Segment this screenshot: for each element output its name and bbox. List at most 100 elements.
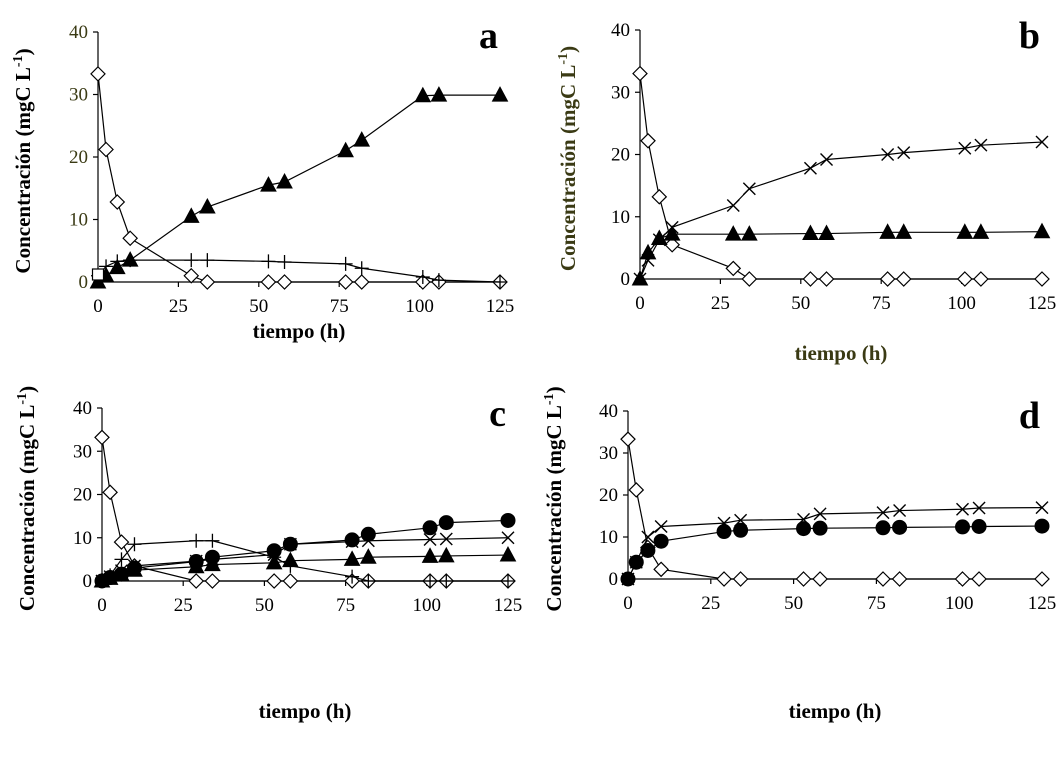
data-point-circle-s4-10 xyxy=(422,520,438,536)
data-point-cross-s2-4 xyxy=(726,199,740,213)
data-point-cross-s2-11 xyxy=(974,138,988,152)
y-tick-label: 0 xyxy=(83,571,93,592)
x-tick-label: 50 xyxy=(255,595,274,616)
data-point-plus-s1-5 xyxy=(205,533,220,548)
data-point-triangle-s2-12 xyxy=(499,545,517,562)
y-tick-label: 40 xyxy=(73,398,92,419)
data-point-plus-s1-9 xyxy=(361,574,376,588)
data-point-triangle-s1-4 xyxy=(182,207,200,223)
data-point-circle-s4-8 xyxy=(344,532,360,548)
data-point-triangle-s1-8 xyxy=(337,141,354,158)
data-point-plus-s1-4 xyxy=(189,533,204,548)
data-point-plus-s1-10 xyxy=(423,574,438,588)
y-tick-label: 20 xyxy=(73,485,92,506)
data-point-diamond-s0-1 xyxy=(628,482,645,498)
data-point-cross-s3-11 xyxy=(439,532,453,546)
data-point-triangle-s1-7 xyxy=(818,224,835,241)
data-point-circle-s4-11 xyxy=(438,515,454,531)
data-point-diamond-s0-6 xyxy=(795,571,812,587)
data-point-diamond-s0-0 xyxy=(94,429,110,446)
data-point-diamond-s0-4 xyxy=(716,571,732,587)
y-axis-title-main: Concentración (mgC L xyxy=(542,405,566,611)
y-tick-label: 40 xyxy=(611,20,630,41)
data-point-circle-s2-4 xyxy=(716,524,732,540)
y-tick-label: 20 xyxy=(599,485,618,506)
data-point-diamond-s0-9 xyxy=(353,274,370,290)
y-axis-title-sup: -1 xyxy=(556,53,571,65)
y-axis-title-sup: -1 xyxy=(11,55,26,67)
y-tick-label: 0 xyxy=(621,269,631,290)
data-point-triangle-s1-6 xyxy=(802,224,819,241)
x-tick-label: 100 xyxy=(405,296,434,317)
data-point-plus-s2-1 xyxy=(99,259,114,274)
y-tick-label: 30 xyxy=(69,85,88,106)
data-point-plus-s1-8 xyxy=(345,569,360,584)
data-point-triangle-s2-9 xyxy=(360,548,377,564)
data-point-cross-s3-10 xyxy=(423,532,437,546)
y-axis-title-close: ) xyxy=(542,386,566,393)
data-point-diamond-s0-5 xyxy=(732,571,749,587)
data-point-triangle-s2-11 xyxy=(437,546,455,563)
series-line-diamond xyxy=(97,73,500,283)
y-tick-label: 30 xyxy=(611,82,630,103)
series-circle xyxy=(620,518,1050,587)
y-axis-title-main: Concentración (mgC L xyxy=(11,67,35,273)
x-tick-label: 100 xyxy=(945,593,974,614)
data-point-circle-s4-9 xyxy=(360,526,376,542)
data-point-diamond-s0-1 xyxy=(640,132,656,149)
data-point-circle-s2-9 xyxy=(892,519,908,535)
series-line-cross xyxy=(627,507,1043,580)
data-point-triangle-s1-10 xyxy=(956,223,974,239)
data-point-diamond-s0-11 xyxy=(973,271,989,287)
y-tick-label: 10 xyxy=(611,207,630,228)
y-axis-title-close: ) xyxy=(11,48,35,55)
y-axis-title-close: ) xyxy=(15,386,39,393)
x-tick-label: 75 xyxy=(872,293,891,314)
data-point-diamond-s0-0 xyxy=(632,65,648,82)
data-point-cross-s1-10 xyxy=(956,502,970,516)
y-axis-title: Concentración (mgC L-1) xyxy=(556,46,580,271)
data-point-cross-s2-12 xyxy=(1035,135,1049,149)
data-point-circle-s2-12 xyxy=(1034,518,1050,534)
data-point-diamond-s0-7 xyxy=(276,274,293,290)
series-square xyxy=(91,268,105,281)
data-point-triangle-s1-6 xyxy=(260,176,277,192)
series-diamond xyxy=(632,65,1050,287)
y-tick-label: 30 xyxy=(73,441,92,462)
data-point-circle-s2-11 xyxy=(971,519,987,534)
data-point-cross-s2-6 xyxy=(803,161,817,175)
data-point-diamond-s0-9 xyxy=(891,571,908,587)
x-tick-label: 125 xyxy=(1028,293,1057,314)
data-point-diamond-s0-6 xyxy=(260,274,277,290)
data-point-triangle-s2-8 xyxy=(343,550,361,566)
y-tick-label: 0 xyxy=(79,272,89,293)
data-point-plus-s2-3 xyxy=(123,253,138,268)
data-point-diamond-s0-6 xyxy=(802,271,819,287)
data-point-triangle-s1-2 xyxy=(650,229,668,246)
data-point-triangle-s1-12 xyxy=(1033,222,1051,239)
data-point-diamond-s0-0 xyxy=(90,66,106,82)
data-point-circle-s2-8 xyxy=(875,520,891,536)
data-point-cross-s2-5 xyxy=(742,182,756,196)
data-point-diamond-s0-12 xyxy=(1034,571,1050,587)
data-point-triangle-s1-11 xyxy=(972,223,990,239)
data-point-diamond-s0-2 xyxy=(113,534,130,550)
data-point-circle-s2-6 xyxy=(796,521,812,537)
data-point-plus-s2-6 xyxy=(261,254,276,269)
y-tick-label: 10 xyxy=(73,528,92,549)
data-point-cross-s1-12 xyxy=(1035,501,1049,515)
data-point-circle-s4-2 xyxy=(113,566,129,582)
data-point-triangle-s1-11 xyxy=(430,86,448,102)
y-axis-title-main: Concentración (mgC L xyxy=(556,65,580,271)
data-point-cross-s1-11 xyxy=(972,501,986,515)
data-point-circle-s4-5 xyxy=(204,549,220,565)
data-point-plus-s2-10 xyxy=(415,270,430,284)
data-point-triangle-s1-1 xyxy=(639,243,657,260)
y-tick-label: 20 xyxy=(69,147,88,168)
series-triangle xyxy=(89,86,509,289)
data-point-circle-s2-5 xyxy=(733,522,749,538)
data-point-circle-s2-7 xyxy=(812,520,828,536)
data-point-plus-s2-8 xyxy=(338,256,353,271)
series-cross xyxy=(633,135,1049,286)
data-point-cross-s2-8 xyxy=(881,148,895,161)
